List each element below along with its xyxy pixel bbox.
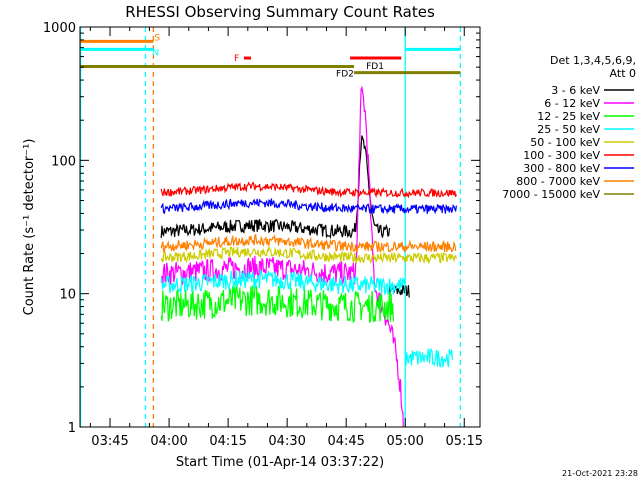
x-tick-label: 03:45 [91,434,128,449]
flag-label-s: S [154,33,160,43]
x-tick-label: 05:15 [446,434,483,449]
y-tick-label: 10 [59,288,76,303]
trace-5-0 [160,181,457,199]
legend-header-1: Att 0 [610,67,636,80]
legend-entry-label: 12 - 25 keV [537,110,600,123]
x-tick-label: 05:00 [386,434,423,449]
trace-4-0 [160,244,457,265]
plot-frame [79,26,481,428]
plot-area: SN F FD1 FD2 [80,27,461,427]
trace-6-0 [160,198,457,215]
chart-title: RHESSI Observing Summary Count Rates [125,3,435,21]
x-tick-label: 04:15 [209,434,246,449]
flag-label-fd2: FD2 [336,70,354,80]
legend-entry-label: 300 - 800 keV [523,162,600,175]
x-tick-label: 04:00 [150,434,187,449]
flag-label-fd1: FD1 [366,62,384,72]
trace-0-0 [160,135,391,239]
legend-entry-label: 800 - 7000 keV [516,175,600,188]
y-tick-label: 100 [51,154,76,169]
legend-entry-label: 6 - 12 keV [544,97,600,110]
flag-label-n: N [152,48,159,58]
legend-entry-label: 50 - 100 keV [530,136,600,149]
trace-1-0 [160,85,404,427]
trace-7-0 [160,233,457,253]
x-tick-label: 04:45 [327,434,364,449]
legend-header-0: Det 1,3,4,5,6,9, [550,54,636,67]
legend-entry-label: 25 - 50 keV [537,123,600,136]
y-tick-label: 1000 [43,21,76,36]
y-axis: 1 10 100 1000 [43,21,480,436]
trace-3-0 [160,268,406,295]
legend-entry-label: 7000 - 15000 keV [502,188,600,201]
legend-entry-label: 100 - 300 keV [523,149,600,162]
legend-entry-label: 3 - 6 keV [551,84,600,97]
flag-label-f: F [234,54,239,64]
footer-date: 21-Oct-2021 23:28 [562,469,638,478]
x-tick-label: 04:30 [268,434,305,449]
plot-border [79,26,481,428]
trace-2-0 [160,284,394,324]
y-axis-label: Count Rate (s⁻¹ detector⁻¹) [22,139,37,316]
x-axis-label: Start Time (01-Apr-14 03:37:22) [176,455,384,470]
x-axis: 03:45 04:00 04:15 04:30 04:45 05:00 05:15 [89,27,483,449]
trace-3-1 [404,347,453,368]
y-tick-label: 1 [68,421,76,436]
